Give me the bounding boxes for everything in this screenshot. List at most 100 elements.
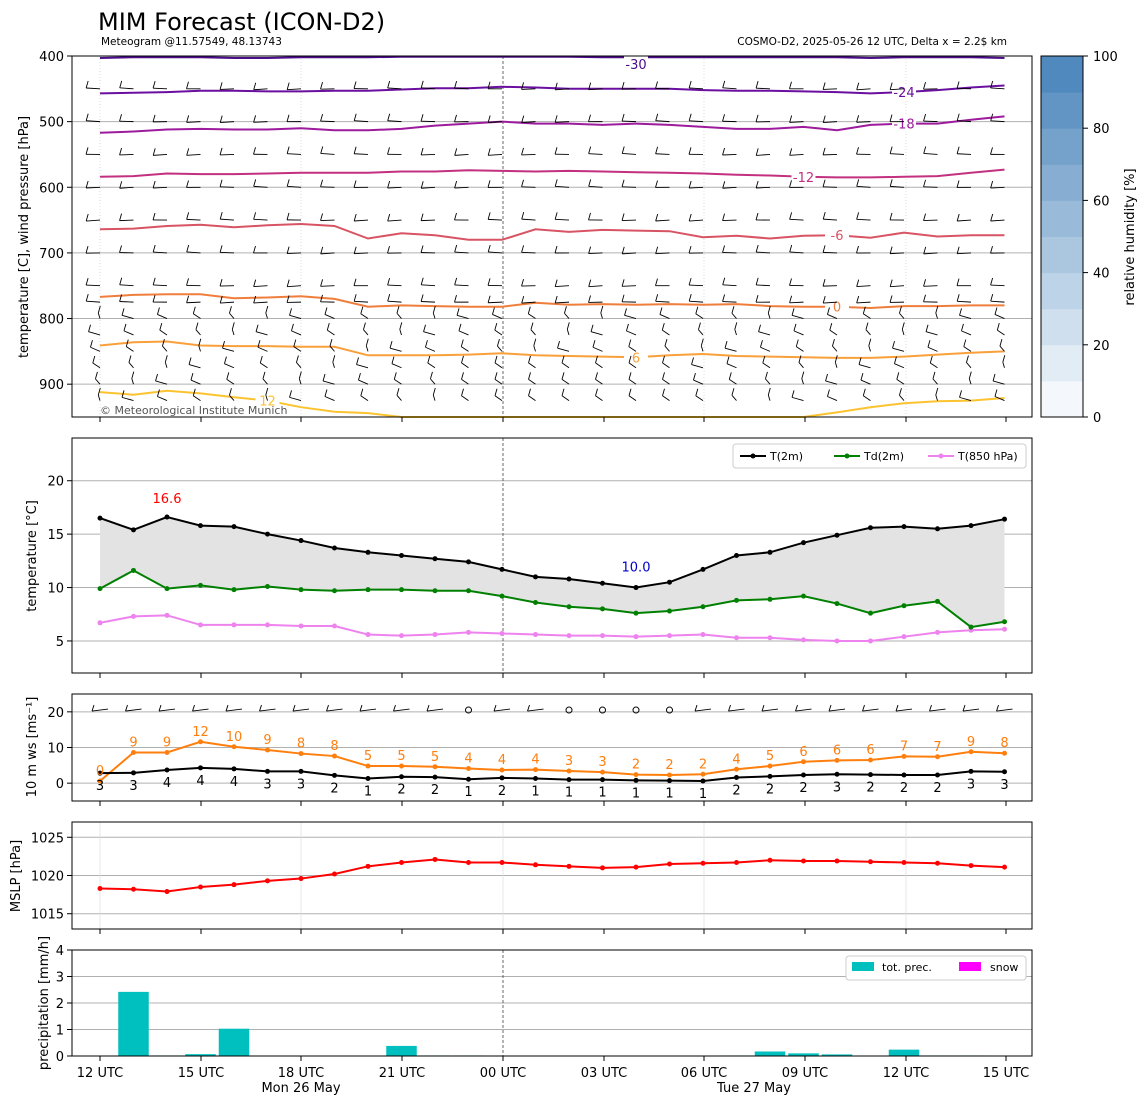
p5-ytick-label: 3 <box>56 971 64 986</box>
wind-barb <box>265 312 268 319</box>
wind-barb <box>823 251 838 254</box>
wind-barb <box>97 312 101 319</box>
wind-barb <box>662 329 670 336</box>
mean-wind-label: 2 <box>900 781 908 796</box>
temp-point <box>365 632 371 638</box>
wind-barb-flag <box>822 278 826 287</box>
wind-barb <box>354 252 369 255</box>
wind-barb-flag <box>222 341 225 349</box>
wind-barb-flag <box>624 308 627 316</box>
wind-barb-flag <box>219 211 223 220</box>
wind-point <box>231 744 237 750</box>
wind-barb-flag <box>927 340 931 348</box>
wind-barb-flag <box>155 373 158 382</box>
wind-barb <box>188 364 201 369</box>
wind-barb-flag <box>959 308 962 316</box>
mean-wind-label: 2 <box>397 783 405 798</box>
precip-bar <box>218 1028 250 1056</box>
wind-barb <box>260 362 268 369</box>
wind-barb <box>190 379 201 385</box>
wind-point <box>1002 769 1007 775</box>
wind-barb <box>488 154 503 156</box>
isotherm-line <box>99 55 1005 60</box>
temp-point <box>97 515 103 521</box>
wind-point <box>767 763 773 769</box>
wind-barb-10m <box>962 708 980 712</box>
wind-barb <box>354 219 369 222</box>
wind-barb-flag <box>253 212 257 220</box>
gust-label: 3 <box>565 754 573 769</box>
wind-barb-flag <box>731 306 735 314</box>
wind-barb-flag <box>956 294 960 302</box>
wind-barb-10m <box>493 708 511 712</box>
temp-point <box>164 612 170 618</box>
wind-barb-flag <box>688 277 692 286</box>
wind-barb <box>930 362 938 369</box>
temp-point <box>868 610 873 616</box>
wind-barb-flag <box>688 147 692 155</box>
wind-barb <box>123 330 134 336</box>
wind-barb-flag <box>832 338 835 347</box>
temp-point <box>901 634 907 640</box>
wind-barb <box>890 252 905 255</box>
wind-barb-flag <box>159 323 163 331</box>
wind-barb-flag <box>588 295 591 303</box>
wind-barb <box>90 346 101 352</box>
wind-barb <box>689 300 704 303</box>
wind-barb-flag <box>827 389 830 397</box>
wind-barb-flag <box>454 114 457 123</box>
wind-barb-flag <box>588 114 591 122</box>
wind-barb-flag <box>152 114 156 123</box>
mean-wind-label: 2 <box>431 783 439 798</box>
wind-barb-flag <box>192 388 196 396</box>
precip-bar <box>386 1045 417 1056</box>
temp-point <box>466 588 471 594</box>
wind-barb <box>968 378 972 385</box>
wind-barb <box>193 313 201 319</box>
wind-barb <box>186 301 201 304</box>
wind-barb-flag <box>566 322 570 330</box>
wind-barb-flag <box>356 357 359 365</box>
wind-barb-flag <box>621 179 625 187</box>
wind-barb-flag <box>393 372 397 380</box>
wind-barb-flag <box>255 324 259 332</box>
temp-point <box>399 553 404 558</box>
wind-barb-flag <box>932 371 936 380</box>
wind-barb <box>287 285 302 288</box>
wind-barb-flag <box>85 147 89 155</box>
gust-label: 4 <box>732 752 740 767</box>
wind-barb-flag <box>231 322 235 330</box>
wind-point <box>265 747 270 753</box>
wind-point <box>566 768 572 774</box>
wind-barb <box>327 329 335 336</box>
wind-barb-flag <box>186 81 189 89</box>
wind-barb <box>622 285 637 287</box>
wind-barb <box>425 346 436 352</box>
wind-barb-flag <box>724 341 728 349</box>
wind-barb-10m <box>527 708 544 712</box>
isotherm-label: 12 <box>259 395 276 410</box>
gust-label: 0 <box>96 764 104 779</box>
gust-label: 5 <box>364 749 372 764</box>
wind-barb-flag <box>621 113 625 122</box>
wind-barb <box>827 314 838 319</box>
wind-barb-flag <box>822 245 826 253</box>
wind-point <box>499 775 505 781</box>
wind-barb-10m <box>828 708 846 712</box>
wind-barb-10m-flag <box>962 704 966 712</box>
temp-point <box>734 597 739 603</box>
wind-barb-flag <box>387 180 391 189</box>
wind-barb <box>925 331 938 336</box>
wind-barb-flag <box>286 295 290 303</box>
copyright-text: © Meteorological Institute Munich <box>100 404 287 417</box>
wind-barb <box>162 345 168 352</box>
wind-barb-flag <box>923 146 927 154</box>
wind-barb-flag <box>420 245 424 253</box>
wind-barb-flag <box>935 387 939 396</box>
wind-barb-flag <box>360 306 364 314</box>
wind-barb-flag <box>655 294 659 302</box>
temp-point <box>198 622 203 628</box>
wind-barb <box>492 314 503 319</box>
wind-barb-flag <box>862 388 866 396</box>
wind-barb-flag <box>389 341 393 349</box>
